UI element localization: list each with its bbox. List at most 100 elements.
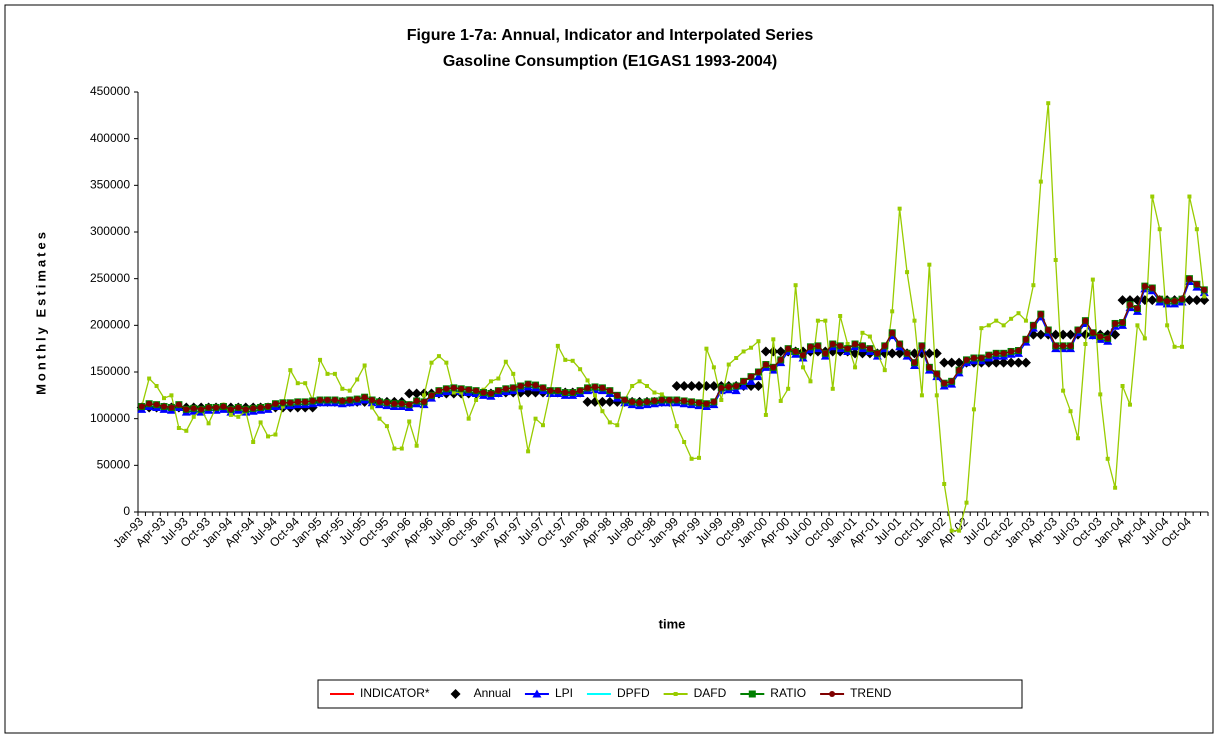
data-point <box>919 393 924 398</box>
data-point <box>258 420 263 425</box>
data-point <box>251 440 256 444</box>
data-point <box>1150 194 1155 199</box>
data-point <box>577 387 584 394</box>
data-point <box>726 362 731 367</box>
data-point <box>814 342 821 349</box>
y-axis-title: Monthly Estimates <box>33 229 48 395</box>
data-point <box>407 419 412 424</box>
data-point <box>659 392 664 397</box>
data-point <box>539 384 546 391</box>
data-point <box>294 398 301 405</box>
data-point <box>370 405 375 410</box>
data-point <box>1172 344 1177 349</box>
data-point <box>708 381 719 391</box>
data-point <box>786 386 791 391</box>
data-point <box>711 365 716 370</box>
data-point <box>918 342 925 349</box>
data-point <box>771 337 776 342</box>
data-point <box>1186 275 1193 282</box>
data-point <box>525 381 532 388</box>
data-point <box>1016 311 1021 316</box>
data-point <box>517 383 524 389</box>
data-point <box>682 440 687 444</box>
data-point <box>970 355 977 361</box>
data-point <box>443 385 450 392</box>
data-point <box>162 396 167 401</box>
data-point <box>317 397 324 403</box>
data-point <box>956 367 963 374</box>
data-point <box>697 455 702 460</box>
data-point <box>578 367 583 372</box>
data-point <box>422 393 427 398</box>
data-point <box>679 381 690 391</box>
data-point <box>1009 316 1014 321</box>
data-point <box>1194 227 1199 232</box>
data-point <box>206 421 211 426</box>
data-point <box>242 406 249 413</box>
data-point <box>859 342 866 349</box>
data-point <box>383 399 390 406</box>
data-point <box>1141 283 1148 290</box>
data-point <box>924 348 935 359</box>
data-point <box>502 385 509 392</box>
data-point <box>1023 318 1028 323</box>
data-point <box>1035 329 1046 340</box>
data-point <box>963 356 970 363</box>
data-point <box>905 270 910 275</box>
chart-border <box>4 4 1214 734</box>
data-point <box>168 404 175 411</box>
data-point <box>775 346 786 357</box>
data-point <box>882 368 887 373</box>
data-point <box>569 389 576 396</box>
data-point <box>681 397 688 404</box>
data-point <box>592 393 597 398</box>
data-point <box>1022 336 1029 343</box>
data-point <box>637 379 642 384</box>
data-point <box>941 380 948 387</box>
data-point <box>414 443 419 448</box>
data-point <box>272 400 279 407</box>
data-point <box>731 386 741 395</box>
data-point <box>429 360 434 365</box>
data-point <box>398 400 405 407</box>
data-point <box>1113 485 1118 490</box>
data-point <box>554 387 561 394</box>
data-point <box>384 424 389 429</box>
data-point <box>183 406 190 413</box>
legend-swatch <box>532 689 542 698</box>
data-point <box>1120 384 1125 388</box>
data-point <box>361 394 368 401</box>
data-point <box>184 428 189 433</box>
data-point <box>673 397 680 403</box>
data-point <box>867 334 872 339</box>
data-point <box>362 363 367 368</box>
data-point <box>324 397 331 403</box>
data-point <box>852 341 859 347</box>
chart-subtitle: Gasoline Consumption (E1GAS1 1993-2004) <box>443 53 777 70</box>
data-point <box>436 354 441 359</box>
data-point <box>236 414 241 419</box>
y-tick-label: 50000 <box>97 458 131 472</box>
data-point <box>591 383 598 390</box>
data-point <box>844 345 851 352</box>
data-point <box>532 382 539 389</box>
data-point <box>630 384 635 388</box>
data-point <box>154 384 159 388</box>
legend-swatch <box>748 690 756 698</box>
data-point <box>411 388 422 399</box>
data-point <box>250 405 257 412</box>
y-tick-label: 350000 <box>90 178 130 192</box>
data-point <box>815 318 820 323</box>
data-point <box>822 350 829 357</box>
legend-swatch <box>673 692 678 696</box>
data-point <box>1202 294 1207 299</box>
data-point <box>1001 323 1006 328</box>
data-point <box>1127 402 1132 407</box>
data-point <box>1008 348 1015 355</box>
data-point <box>874 350 881 357</box>
data-point <box>1112 320 1119 327</box>
data-point <box>760 346 771 357</box>
data-point <box>710 398 717 405</box>
data-point <box>369 397 376 403</box>
